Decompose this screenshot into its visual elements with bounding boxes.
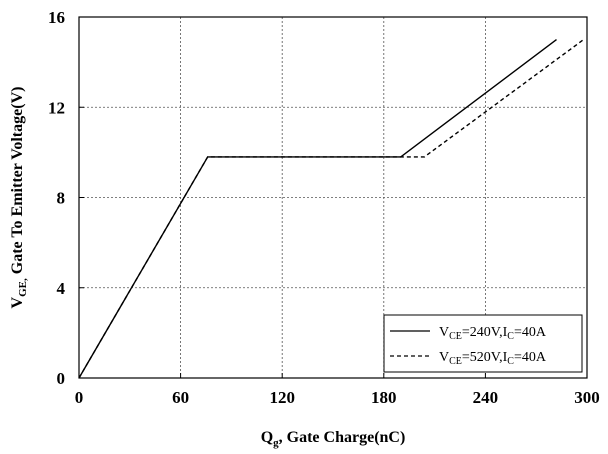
x-tick-label: 300 [574,388,600,407]
x-tick-label: 0 [75,388,84,407]
x-tick-label: 60 [172,388,189,407]
y-ticks: 0 4 8 12 16 [48,8,84,388]
legend-label-240v: VCE=240V,IC=40A [439,325,547,342]
x-tick-label: 120 [269,388,295,407]
grid-lines [79,17,587,378]
legend-box [383,314,583,373]
x-tick-label: 240 [473,388,499,407]
series-line-dashed [78,38,585,379]
legend: VCE=240V,IC=40A VCE=520V,IC=40A [383,314,583,373]
y-tick-label: 16 [48,8,65,27]
y-tick-label: 4 [57,279,66,298]
x-ticks: 0 60 120 180 240 300 [75,373,600,407]
y-tick-label: 12 [48,98,65,117]
y-axis-title: VGE, Gate To Emitter Voltage(V) [9,87,29,309]
series-lines [78,38,585,379]
legend-label-520v: VCE=520V,IC=40A [439,350,547,367]
x-axis-title: Qg, Gate Charge(nC) [261,429,406,449]
y-tick-label: 8 [57,189,66,208]
x-tick-label: 180 [371,388,397,407]
y-tick-label: 0 [57,369,66,388]
